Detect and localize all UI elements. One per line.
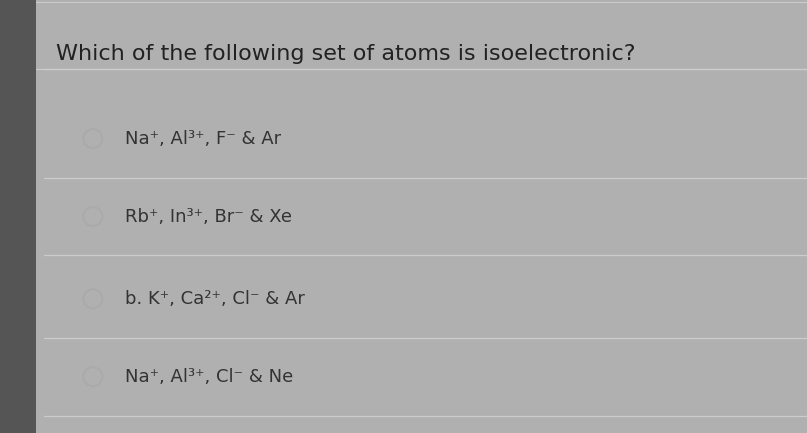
Text: b. K⁺, Ca²⁺, Cl⁻ & Ar: b. K⁺, Ca²⁺, Cl⁻ & Ar — [125, 290, 305, 308]
Text: Rb⁺, In³⁺, Br⁻ & Xe: Rb⁺, In³⁺, Br⁻ & Xe — [125, 207, 292, 226]
Text: Na⁺, Al³⁺, F⁻ & Ar: Na⁺, Al³⁺, F⁻ & Ar — [125, 129, 281, 148]
Text: Which of the following set of atoms is isoelectronic?: Which of the following set of atoms is i… — [56, 44, 636, 64]
Text: Na⁺, Al³⁺, Cl⁻ & Ne: Na⁺, Al³⁺, Cl⁻ & Ne — [125, 368, 293, 386]
FancyBboxPatch shape — [0, 0, 36, 433]
